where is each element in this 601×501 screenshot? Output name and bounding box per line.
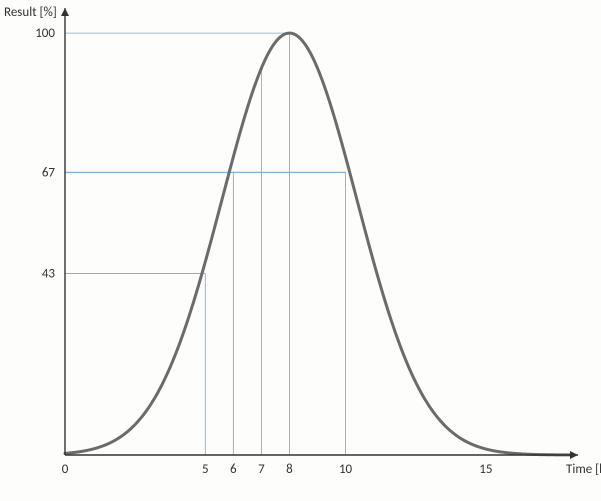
x-tick-label: 0: [62, 462, 69, 477]
y-axis-title: Result [%]: [4, 5, 57, 20]
chart-background: [0, 0, 601, 501]
result-time-chart: 0567810154367100Result [%]Time [h]: [0, 0, 601, 501]
x-tick-label: 8: [286, 462, 293, 477]
y-tick-label: 100: [35, 26, 55, 41]
y-tick-label: 67: [42, 165, 56, 180]
y-tick-label: 43: [42, 267, 56, 282]
x-tick-label: 7: [258, 462, 265, 477]
x-tick-label: 10: [339, 462, 353, 477]
x-tick-label: 5: [202, 462, 209, 477]
x-tick-label: 15: [479, 462, 492, 477]
x-tick-label: 6: [230, 462, 237, 477]
x-axis-title: Time [h]: [566, 462, 601, 477]
